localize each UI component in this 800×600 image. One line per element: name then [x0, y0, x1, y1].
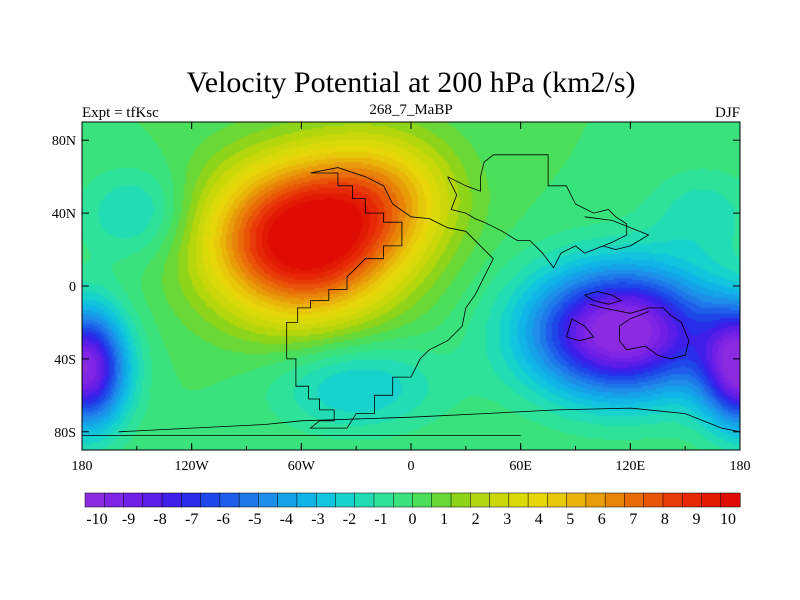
season-label: DJF [715, 105, 740, 121]
colorbar-swatch [181, 492, 202, 508]
colorbar-swatch [431, 492, 452, 508]
velocity-potential-field [82, 122, 740, 450]
colorbar-swatch [624, 492, 645, 508]
y-tick-label: 0 [69, 280, 76, 295]
colorbar-swatch [277, 492, 298, 508]
colorbar-swatch [123, 492, 144, 508]
colorbar-swatch [392, 492, 414, 508]
colorbar-label: 0 [409, 511, 417, 528]
coastlines [82, 154, 740, 436]
x-axis: 180 120W 60W 0 60E 120E 180 [72, 122, 751, 474]
colorbar-label: -8 [153, 511, 166, 528]
colorbar-swatch [662, 492, 683, 508]
colorbar-swatch [315, 492, 336, 508]
x-tick-label: 180 [72, 459, 93, 474]
colorbar-label: 8 [661, 511, 669, 528]
colorbar-swatch [258, 492, 279, 508]
colorbar-swatch [701, 492, 722, 508]
colorbar-swatch [200, 492, 221, 508]
colorbar-label: 4 [535, 511, 543, 528]
colorbar-label: 2 [472, 511, 480, 528]
colorbar-swatch [527, 492, 548, 508]
colorbar-label: -4 [280, 511, 293, 528]
y-tick-label: 80N [52, 134, 76, 149]
colorbar-swatch [161, 492, 182, 508]
coastline-0 [286, 167, 494, 429]
coastline-2 [584, 216, 650, 251]
x-tick-label: 180 [730, 459, 751, 474]
colorbar-label: -9 [122, 511, 135, 528]
colorbar-swatch [585, 492, 606, 508]
colorbar-swatch [566, 492, 587, 508]
y-tick-label: 80S [54, 426, 76, 441]
colorbar-label: 7 [629, 511, 637, 528]
colorbar-swatch [354, 492, 375, 508]
colorbar-label: -3 [311, 511, 324, 528]
coastline-3 [584, 291, 623, 305]
coastline-5 [566, 318, 595, 342]
colorbar-swatch [604, 492, 625, 508]
colorbar-swatch [450, 492, 471, 508]
y-tick-label: 40S [54, 353, 76, 368]
colorbar-swatch [104, 492, 125, 508]
colorbar-swatch [547, 492, 568, 508]
colorbar-label: 5 [566, 511, 574, 528]
x-tick-label: 60W [288, 459, 316, 474]
colorbar-label: 1 [440, 511, 448, 528]
colorbar-label: -6 [217, 511, 230, 528]
colorbar-swatch [681, 492, 703, 508]
colorbar-swatch [643, 492, 664, 508]
y-tick-label: 40N [52, 207, 76, 222]
coastline-4 [589, 303, 690, 360]
colorbar-swatch [470, 492, 491, 508]
colorbar-label: -1 [374, 511, 387, 528]
colorbar-swatch [508, 492, 529, 508]
colorbar: -10 -9 -8 -7 -6 -5 -4 -3 -2 -1 0 1 2 3 4 5 6 7 8 9 10 [84, 492, 741, 528]
colorbar-swatch [296, 492, 317, 508]
colorbar-label: 3 [503, 511, 511, 528]
experiment-label: Expt = tfKsc [82, 105, 159, 121]
plot-area [82, 122, 740, 450]
x-tick-label: 0 [408, 459, 415, 474]
coastline-6 [118, 407, 740, 433]
colorbar-swatch [412, 492, 433, 508]
colorbar-swatch [373, 492, 394, 508]
x-tick-label: 60E [509, 459, 532, 474]
colorbar-swatch [238, 492, 259, 508]
colorbar-label: 6 [598, 511, 606, 528]
center-label: 268_7_MaBP [369, 102, 452, 118]
chart-title: Velocity Potential at 200 hPa (km2/s) [186, 66, 635, 99]
colorbar-label: -5 [248, 511, 261, 528]
colorbar-swatch [720, 492, 741, 508]
colorbar-swatch [489, 492, 510, 508]
y-axis: 80N 40N 0 40S 80S [52, 134, 740, 441]
colorbar-swatch [84, 492, 105, 508]
coastline-1 [447, 154, 628, 269]
colorbar-label: 10 [720, 511, 736, 528]
x-tick-label: 120E [616, 459, 646, 474]
colorbar-label: -10 [86, 511, 107, 528]
x-tick-label: 120W [175, 459, 210, 474]
colorbar-label: -7 [185, 511, 198, 528]
colorbar-label: -2 [343, 511, 356, 528]
colorbar-label: 9 [693, 511, 701, 528]
colorbar-swatch [335, 492, 356, 508]
colorbar-swatch [142, 492, 163, 508]
colorbar-swatch [219, 492, 240, 508]
